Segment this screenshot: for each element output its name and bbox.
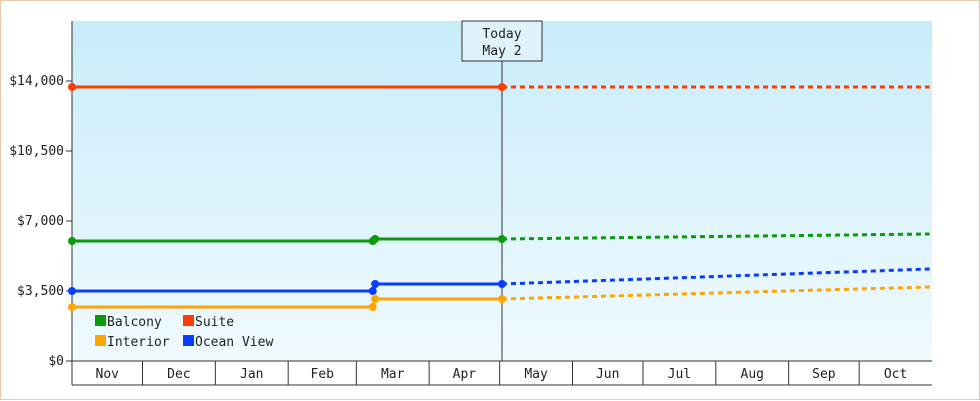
month-label: Apr	[453, 367, 477, 382]
data-point-interior	[498, 295, 506, 303]
data-point-balcony	[498, 235, 506, 243]
month-label: Jul	[668, 367, 691, 382]
series-interior	[68, 285, 930, 311]
series-layer	[68, 83, 930, 311]
data-point-balcony	[371, 235, 380, 243]
legend-label-interior: Interior	[107, 335, 170, 350]
month-label: Mar	[381, 367, 405, 382]
legend-label-suite: Suite	[195, 315, 234, 330]
month-label: Oct	[884, 367, 907, 382]
legend-label-balcony: Balcony	[107, 315, 162, 330]
data-point-balcony	[68, 237, 76, 245]
y-axis: $0 $3,500 $7,000 $10,500 $14,000	[9, 21, 73, 369]
data-point-interior	[371, 295, 380, 303]
today-date-label: May 2	[482, 44, 521, 59]
legend-swatch-suite	[183, 315, 194, 326]
data-point-ocean-view	[368, 287, 377, 295]
x-axis: Nov Dec Jan Feb Mar Apr May Jun Jul Aug Sep Oct	[71, 360, 932, 386]
y-tick-label: $10,500	[9, 144, 64, 159]
month-label: Jan	[240, 367, 263, 382]
month-label: Nov	[96, 367, 120, 382]
month-label: Dec	[167, 367, 190, 382]
data-point-ocean-view	[371, 280, 380, 288]
month-label: Aug	[741, 367, 764, 382]
month-label: Feb	[311, 367, 335, 382]
data-point-ocean-view	[68, 287, 76, 295]
series-balcony	[68, 232, 930, 245]
data-point-interior	[368, 303, 377, 311]
y-tick-label: $7,000	[17, 214, 64, 229]
legend: Balcony Suite Interior Ocean View	[95, 315, 273, 350]
data-point-suite	[498, 83, 506, 91]
data-point-ocean-view	[498, 280, 506, 288]
today-marker: Today May 2	[461, 20, 543, 361]
y-tick-label: $14,000	[9, 74, 64, 89]
legend-swatch-ocean-view	[183, 335, 194, 346]
data-point-suite	[68, 83, 76, 91]
series-ocean-view	[68, 267, 930, 295]
actual-line-interior	[72, 297, 502, 309]
legend-label-ocean-view: Ocean View	[195, 335, 273, 350]
month-label: Sep	[812, 367, 836, 382]
series-suite	[68, 83, 930, 91]
legend-swatch-balcony	[95, 315, 106, 326]
month-label: May	[524, 367, 548, 382]
month-label: Jun	[596, 367, 619, 382]
data-point-interior	[68, 303, 76, 311]
y-tick-label: $3,500	[17, 284, 64, 299]
today-label: Today	[482, 27, 521, 42]
legend-swatch-interior	[95, 335, 106, 346]
today-box	[461, 20, 543, 62]
y-tick-label: $0	[48, 354, 64, 369]
